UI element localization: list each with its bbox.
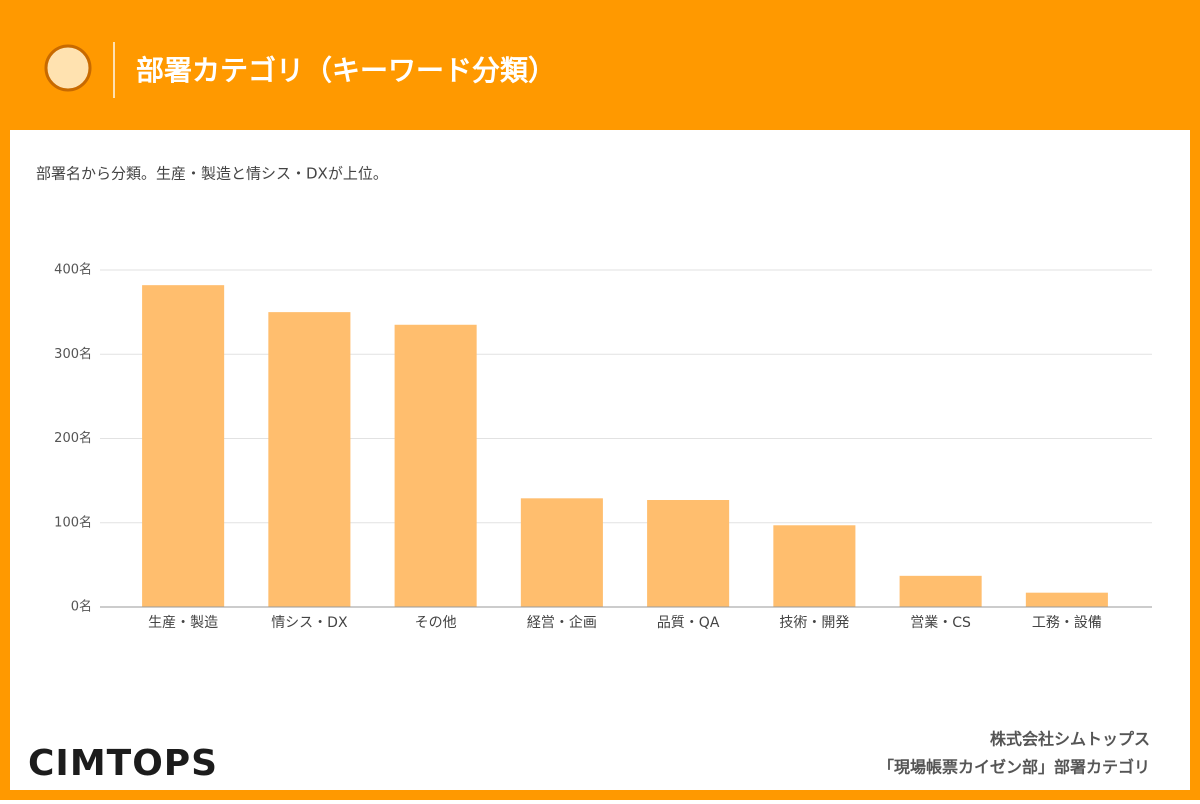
bar: [647, 500, 730, 607]
y-tick-label: 300名: [54, 346, 92, 362]
bar: [899, 575, 982, 607]
y-tick-label: 0名: [71, 599, 92, 615]
bar: [520, 498, 603, 607]
x-tick-label: 情シス・DX: [271, 615, 348, 631]
bar: [1025, 592, 1108, 607]
x-tick-label: その他: [415, 615, 457, 631]
mascot-icon: [44, 44, 92, 92]
x-tick-label: 営業・CS: [910, 615, 971, 631]
y-tick-label: 400名: [54, 262, 92, 278]
header-title: 部署カテゴリ（キーワード分類）: [136, 54, 556, 87]
logo: CIMTOPS: [28, 743, 218, 784]
x-tick-label: 技術・開発: [779, 615, 849, 631]
bar: [394, 324, 477, 607]
bar: [773, 525, 856, 607]
x-tick-label: 品質・QA: [657, 615, 720, 631]
bar: [142, 285, 225, 607]
bar: [268, 312, 351, 607]
footer-company: 株式会社シムトップス: [990, 730, 1150, 749]
y-tick-label: 200名: [54, 430, 92, 446]
x-tick-label: 工務・設備: [1032, 615, 1102, 631]
y-tick-label: 100名: [54, 514, 92, 530]
x-tick-label: 生産・製造: [148, 615, 218, 631]
x-tick-label: 経営・企画: [527, 614, 597, 631]
chart-subtitle: 部署名から分類。生産・製造と情シス・DXが上位。: [36, 165, 388, 183]
footer-source: 「現場帳票カイゼン部」部署カテゴリ: [878, 758, 1150, 777]
